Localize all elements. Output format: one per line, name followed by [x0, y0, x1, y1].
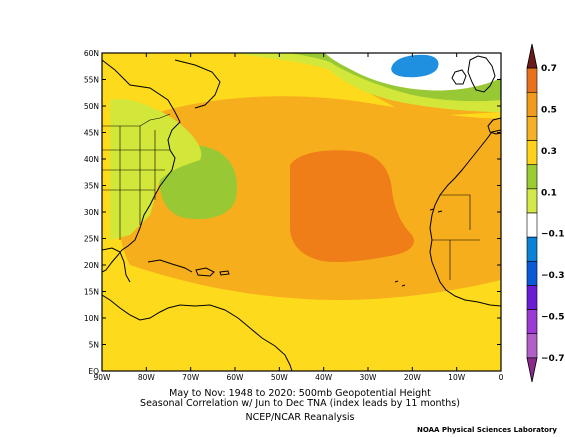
caption-line-3: NCEP/NCAR Reanalysis	[245, 412, 355, 423]
colorbar-label: 0.7	[541, 64, 557, 74]
caption-line-1: May to Nov: 1948 to 2020: 500mb Geopoten…	[169, 388, 431, 399]
caption-line-2: Seasonal Correlation w/ Jun to Dec TNA (…	[140, 398, 460, 409]
lon-label: 80W	[138, 373, 156, 382]
lon-label: 10W	[448, 373, 466, 382]
colorbar-segment	[526, 140, 538, 166]
coast-cape-verde	[394, 280, 406, 287]
colorbar-segment	[526, 236, 538, 262]
political-borders	[102, 113, 480, 280]
colorbar-label: 0.1	[541, 188, 557, 198]
lat-label: 60N	[84, 49, 99, 58]
lat-label: 5N	[89, 341, 99, 350]
colorbar-segment	[526, 285, 538, 310]
lat-label: 55N	[84, 76, 99, 85]
colorbar-segment	[526, 309, 538, 335]
colorbar-segment	[526, 116, 538, 141]
colorbar-segment	[526, 164, 538, 190]
latitude-axis: 60N 55N 50N 45N 40N 35N 30N 25N 20N 15N 10N 5N EQ	[84, 49, 501, 376]
lon-label: 70W	[182, 373, 200, 382]
colorbar-top-arrow	[526, 43, 538, 69]
colorbar-segment	[526, 260, 538, 286]
border-us-states	[102, 126, 170, 240]
credit-label: NOAA Physical Sciences Laboratory	[416, 426, 557, 434]
coast-greenland-labrador	[174, 59, 221, 109]
lat-label: EQ	[88, 367, 99, 376]
lon-label: 60W	[227, 373, 245, 382]
colorbar-bottom-arrow	[526, 357, 538, 383]
colorbar-segment	[526, 91, 538, 117]
colorbar-segment	[526, 333, 538, 359]
field-orange-core	[290, 150, 415, 262]
colorbar-segment	[526, 212, 538, 238]
lat-label: 20N	[84, 261, 99, 270]
lon-label: 40W	[315, 373, 333, 382]
colorbar-label: −0.5	[541, 312, 564, 322]
colorbar-label: −0.3	[541, 271, 564, 281]
lon-label: 90W	[94, 373, 112, 382]
coast-canary-islands	[429, 208, 443, 213]
lat-label: 35N	[84, 182, 99, 191]
lat-label: 30N	[84, 208, 99, 217]
coast-west-africa	[429, 129, 501, 307]
coast-british-isles	[467, 55, 496, 93]
colorbar-label: −0.7	[541, 354, 564, 364]
lon-label: 30W	[360, 373, 378, 382]
lat-label: 25N	[84, 235, 99, 244]
lat-label: 45N	[84, 129, 99, 138]
lat-label: 50N	[84, 102, 99, 111]
lat-label: 40N	[84, 155, 99, 164]
longitude-axis: 90W 80W 70W 60W 50W 40W 30W 20W 10W 0	[94, 53, 504, 382]
lon-label: 20W	[404, 373, 422, 382]
coast-iberia	[487, 117, 501, 135]
lat-label: 15N	[84, 288, 99, 297]
lon-label: 50W	[271, 373, 289, 382]
border-us-canada	[102, 113, 171, 127]
coast-ireland	[451, 69, 467, 85]
colorbar-segment	[526, 188, 538, 214]
coast-north-america	[102, 59, 181, 273]
border-west-africa	[432, 194, 480, 280]
coast-hispaniola	[195, 267, 215, 277]
lon-label: 0	[499, 373, 504, 382]
colorbar-label: 0.3	[541, 147, 557, 157]
field-light-green-coast	[110, 99, 202, 240]
colorbar-segment	[526, 67, 538, 93]
map-plot-area	[102, 53, 501, 371]
coast-puerto-rico	[219, 270, 230, 276]
coast-cuba	[147, 259, 193, 273]
coast-central-south-america	[102, 294, 293, 371]
colorbar-label: 0.5	[541, 106, 557, 116]
lat-label: 10N	[84, 314, 99, 323]
colorbar: 0.7 0.5 0.3 0.1 −0.1 −0.3 −0.5 −0.7	[526, 43, 564, 383]
coastlines	[102, 55, 501, 371]
field-blue-region	[391, 54, 439, 78]
coast-gulf	[102, 247, 131, 283]
colorbar-label: −0.1	[541, 230, 564, 240]
